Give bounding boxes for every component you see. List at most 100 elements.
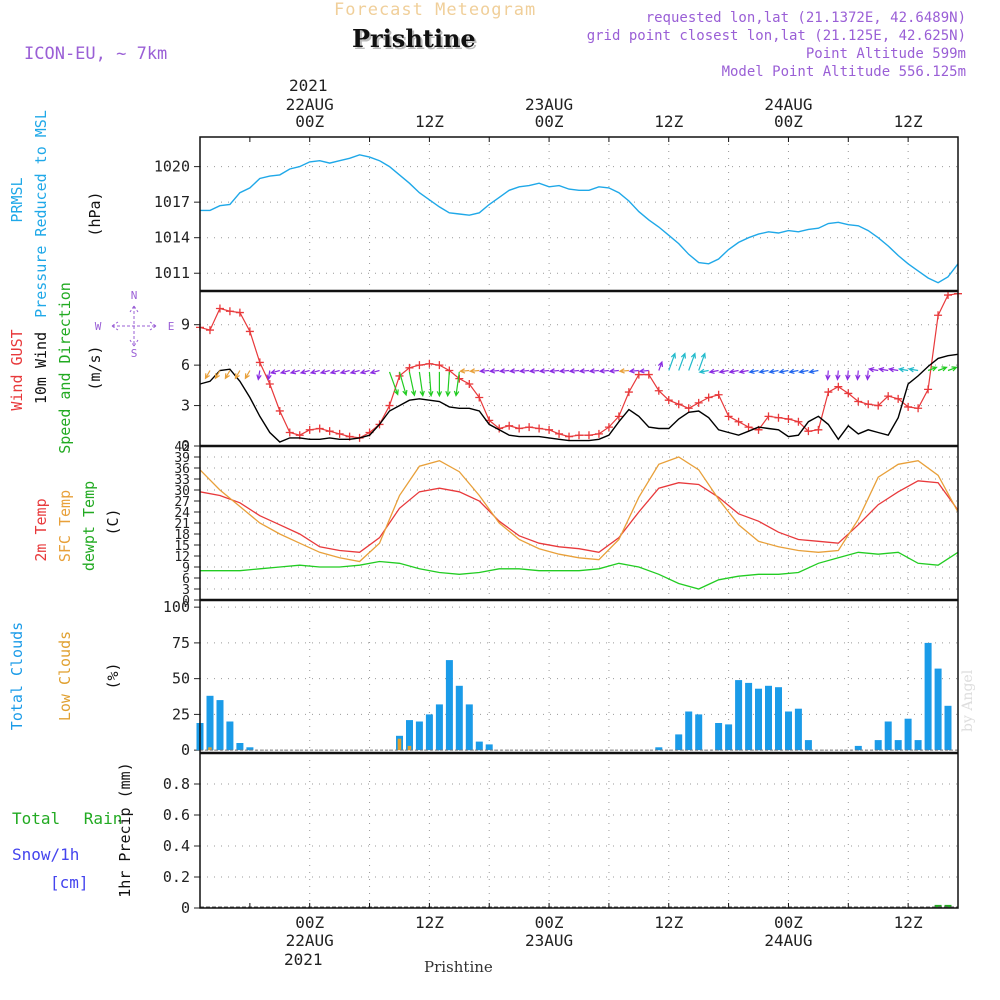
x-tick-label-top: 00Z <box>535 112 564 131</box>
gust-marker <box>435 361 444 370</box>
wind-direction-arrow <box>289 369 300 375</box>
wind-direction-arrow <box>269 369 280 375</box>
bottom-year-label: 2021 <box>284 950 323 969</box>
gust-marker <box>525 423 534 432</box>
gust-marker <box>555 429 564 438</box>
x-tick-label-bottom: 00Z <box>774 913 803 932</box>
gust-marker <box>704 393 713 402</box>
x-tick-label-top: 12Z <box>894 112 923 131</box>
gust-marker <box>594 429 603 438</box>
wind-direction-arrow <box>865 370 871 381</box>
wind-direction-arrow <box>349 369 360 375</box>
gust-marker <box>575 431 583 440</box>
gust-marker <box>255 358 264 367</box>
total-cloud-bar <box>874 740 882 751</box>
gust-marker <box>914 404 923 413</box>
y-tick-label: 0 <box>181 899 190 917</box>
wind-direction-arrow <box>598 368 609 374</box>
pressure-line <box>200 154 959 284</box>
gust-marker <box>894 394 903 403</box>
gust-marker <box>854 397 863 406</box>
x-date-label-bottom: 24AUG <box>764 931 812 950</box>
wind-direction-arrow <box>798 368 809 374</box>
total-cloud-label: Total Clouds <box>8 622 26 730</box>
y-tick-label: 9 <box>181 316 190 334</box>
x-date-label-top: 23AUG <box>525 95 573 114</box>
gust-marker <box>505 421 514 430</box>
wind-direction-arrow <box>256 370 262 381</box>
gust-marker <box>784 415 793 424</box>
gust-marker <box>674 400 683 409</box>
gust-marker <box>764 412 773 421</box>
gust-marker <box>565 432 574 441</box>
total-cloud-bar <box>246 747 254 751</box>
wind-direction-arrow <box>867 367 879 373</box>
total-cloud-bar <box>685 711 693 751</box>
wind-direction-arrow <box>329 369 340 375</box>
gust-marker <box>265 380 274 388</box>
wind-direction-arrow <box>458 368 470 374</box>
y-tick-label: 21 <box>174 517 190 532</box>
y-tick-label: 1014 <box>154 229 190 247</box>
wind-direction-arrow <box>398 371 408 397</box>
compass-n: N <box>131 289 138 302</box>
y-tick-label: 0.4 <box>163 837 190 855</box>
wind-direction-arrow <box>628 368 639 374</box>
gust-marker <box>624 388 633 397</box>
footer-station: Prishtine <box>424 958 493 976</box>
y-tick-label: 0 <box>181 741 190 759</box>
gridpoint-coords: grid point closest lon,lat (21.125E, 42.… <box>586 28 966 44</box>
wind-direction-arrow <box>418 371 425 397</box>
total-cloud-bar <box>695 714 703 751</box>
y-tick-label: 1011 <box>154 264 190 282</box>
y-tick-label: 9 <box>182 561 190 576</box>
x-tick-label-bottom: 00Z <box>535 913 564 932</box>
wind-direction-arrow <box>319 369 330 375</box>
wind-direction-arrow <box>266 370 272 381</box>
wind-direction-arrow <box>688 352 696 371</box>
dewpoint-label: dewpt Temp <box>80 481 98 571</box>
gust-marker <box>874 401 883 410</box>
y-tick-label: 12 <box>174 550 190 565</box>
x-date-label-top: 22AUG <box>286 95 334 114</box>
y-tick-label: 6 <box>182 572 190 587</box>
gust-marker <box>305 425 314 434</box>
total-cloud-bar <box>765 685 772 751</box>
gust-marker <box>584 431 593 440</box>
gust-marker <box>245 327 254 336</box>
wind-direction-arrow <box>897 367 909 373</box>
y-tick-label: 100 <box>163 598 190 616</box>
total-cloud-bar <box>904 718 912 751</box>
total-cloud-bar <box>745 682 753 751</box>
wind-direction-arrow <box>234 370 241 380</box>
wind-direction-arrow <box>224 370 231 380</box>
wind-direction-arrow <box>718 368 729 374</box>
wind-direction-arrow <box>698 368 709 374</box>
gust-marker <box>794 417 803 426</box>
gust-marker <box>385 401 394 410</box>
total-cloud-bar <box>415 721 423 751</box>
wind-direction-arrow <box>214 370 221 380</box>
y-tick-label: 50 <box>172 670 190 688</box>
gust-marker <box>275 406 284 415</box>
total-cloud-bar <box>226 721 234 751</box>
gust-marker <box>934 311 943 320</box>
total-cloud-bar <box>485 744 493 751</box>
x-tick-label-bottom: 12Z <box>654 913 683 932</box>
gust-marker <box>744 423 753 432</box>
total-cloud-bar <box>755 688 762 751</box>
wind-direction-arrow <box>359 369 370 375</box>
y-tick-label: 33 <box>174 473 190 488</box>
wind-direction-arrow <box>855 370 861 381</box>
total-cloud-bar <box>406 720 413 751</box>
wind-direction-arrow <box>578 368 590 374</box>
gust-marker <box>944 291 953 300</box>
x-date-label-bottom: 23AUG <box>525 931 573 950</box>
gust-marker <box>335 429 344 438</box>
gust-marker <box>904 402 913 411</box>
total-cloud-bar <box>206 695 214 751</box>
compass-w: W <box>95 320 102 333</box>
gust-marker <box>415 361 424 370</box>
total-cloud-bar <box>425 714 433 751</box>
total-cloud-bar <box>894 740 902 751</box>
